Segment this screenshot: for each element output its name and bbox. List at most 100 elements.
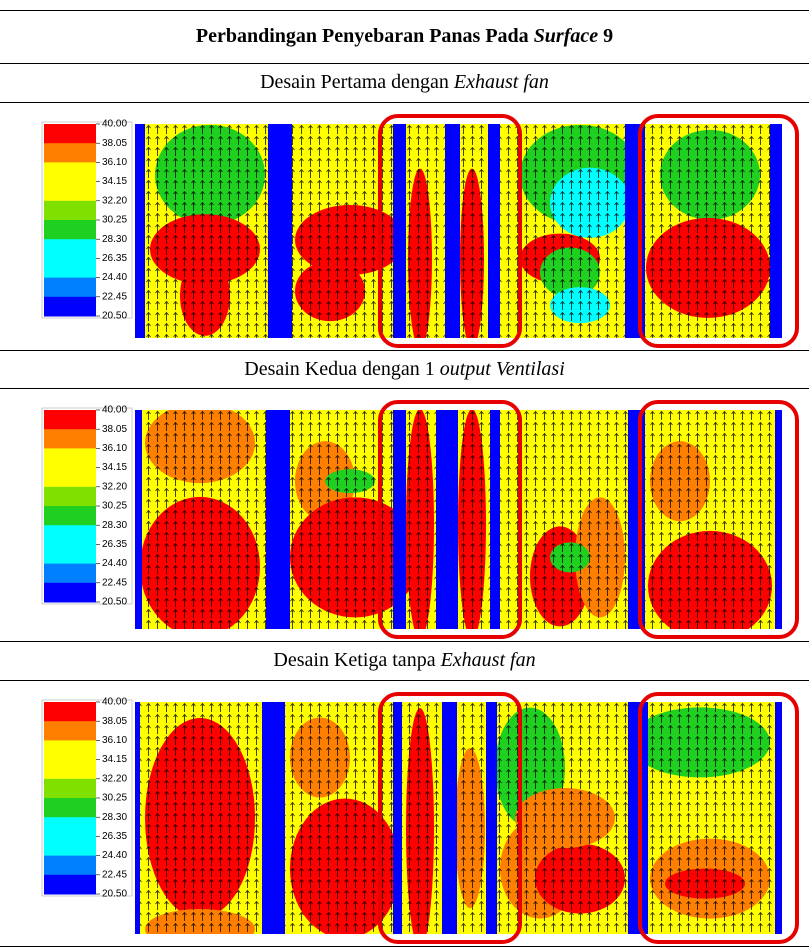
highlight-box: [378, 114, 522, 348]
wall: [135, 124, 145, 338]
contour-field: [135, 410, 782, 629]
wall: [135, 702, 140, 934]
legend-label: 40.00: [102, 697, 127, 708]
contour-field: [135, 702, 782, 934]
panel-caption: Desain Pertama dengan Exhaust fan: [0, 63, 809, 102]
legend-label: 36.10: [102, 157, 127, 168]
highlight-box: [378, 400, 522, 639]
rule: [0, 350, 809, 351]
legend-swatch: [44, 525, 96, 545]
rule: [0, 63, 809, 64]
legend-swatch: [44, 798, 96, 818]
contour-figure: 40.00 38.05 36.10 34.15 32.20 30.25 28.30 26.35…: [41, 400, 799, 639]
wall: [770, 124, 782, 338]
legend-swatch: [44, 486, 96, 507]
caption-italic: Exhaust fan: [440, 649, 536, 671]
legend-swatch: [44, 220, 96, 240]
wall: [393, 124, 406, 338]
panel-caption: Desain Kedua dengan 1 output Ventilasi: [0, 350, 809, 388]
legend-swatch: [44, 448, 96, 469]
legend-swatch: [44, 563, 96, 584]
contour-figure: 40.00 38.05 36.10 34.15 32.20 30.25 28.30 26.35…: [41, 114, 799, 348]
wall: [445, 124, 460, 338]
legend-label: 32.20: [102, 481, 127, 492]
highlight-box: [638, 692, 799, 944]
legend-label: 40.00: [102, 405, 127, 416]
legend-swatch: [44, 778, 96, 799]
legend-swatch: [44, 836, 96, 857]
wall: [135, 410, 142, 629]
caption-italic: Exhaust fan: [453, 71, 549, 93]
legend-label: 38.05: [102, 138, 127, 149]
panel-caption: Desain Ketiga tanpa Exhaust fan: [0, 641, 809, 680]
wall: [266, 410, 290, 629]
wall: [436, 410, 458, 629]
legend-swatch: [44, 506, 96, 526]
legend-label: 20.50: [102, 597, 127, 608]
legend-swatch: [44, 239, 96, 259]
legend-label: 36.10: [102, 735, 127, 746]
legend-swatch: [44, 429, 96, 449]
wall: [490, 410, 500, 629]
legend-swatch: [44, 759, 96, 780]
legend-swatch: [44, 143, 96, 163]
wall: [393, 410, 406, 629]
legend-label: 24.40: [102, 850, 127, 861]
contour-figure: 40.00 38.05 36.10 34.15 32.20 30.25 28.30 26.35…: [41, 692, 799, 944]
highlight-box: [638, 114, 799, 348]
legend-swatch: [44, 467, 96, 488]
wall: [775, 702, 782, 934]
wall: [486, 702, 497, 934]
velocity-arrows: [135, 702, 782, 934]
legend-label: 24.40: [102, 558, 127, 569]
legend-swatch: [44, 258, 96, 279]
rule: [0, 641, 809, 642]
legend-swatch: [44, 200, 96, 221]
wall: [262, 702, 285, 934]
wall: [393, 702, 402, 934]
rule: [0, 388, 809, 389]
caption-text: Desain Pertama dengan: [260, 71, 449, 93]
legend-label: 34.15: [102, 176, 127, 187]
legend-label: 20.50: [102, 311, 127, 322]
legend-label: 26.35: [102, 831, 127, 842]
legend-label: 30.25: [102, 793, 127, 804]
caption-italic: output Ventilasi: [439, 358, 565, 380]
legend-label: 28.30: [102, 520, 127, 531]
legend-label: 22.45: [102, 577, 127, 588]
legend-swatch: [44, 296, 96, 317]
legend-label: 26.35: [102, 253, 127, 264]
legend-swatch: [44, 582, 96, 603]
legend-label: 28.30: [102, 234, 127, 245]
legend-swatch: [44, 544, 96, 565]
legend-swatch: [44, 702, 96, 722]
highlight-box: [378, 692, 522, 944]
legend-label: 38.05: [102, 716, 127, 727]
legend-label: 38.05: [102, 424, 127, 435]
legend-swatch: [44, 277, 96, 298]
legend-swatch: [44, 817, 96, 837]
highlight-box: [638, 400, 799, 639]
legend-label: 40.00: [102, 119, 127, 130]
legend-label: 26.35: [102, 539, 127, 550]
title-suffix: 9: [603, 25, 614, 47]
legend-swatch: [44, 181, 96, 202]
legend-label: 32.20: [102, 773, 127, 784]
legend-swatch: [44, 410, 96, 430]
legend-label: 30.25: [102, 215, 127, 226]
title-italic: Surface: [533, 25, 599, 47]
legend-label: 32.20: [102, 195, 127, 206]
legend-label: 22.45: [102, 869, 127, 880]
caption-text: Desain Ketiga tanpa: [273, 649, 436, 671]
wall: [442, 702, 457, 934]
wall: [775, 410, 782, 629]
legend-label: 34.15: [102, 462, 127, 473]
contour-field: [135, 124, 782, 338]
wall: [628, 410, 645, 629]
legend-swatch: [44, 721, 96, 741]
velocity-arrows: [135, 410, 782, 629]
legend-label: 20.50: [102, 889, 127, 900]
caption-text: Desain Kedua dengan 1: [244, 358, 435, 380]
wall: [268, 124, 292, 338]
